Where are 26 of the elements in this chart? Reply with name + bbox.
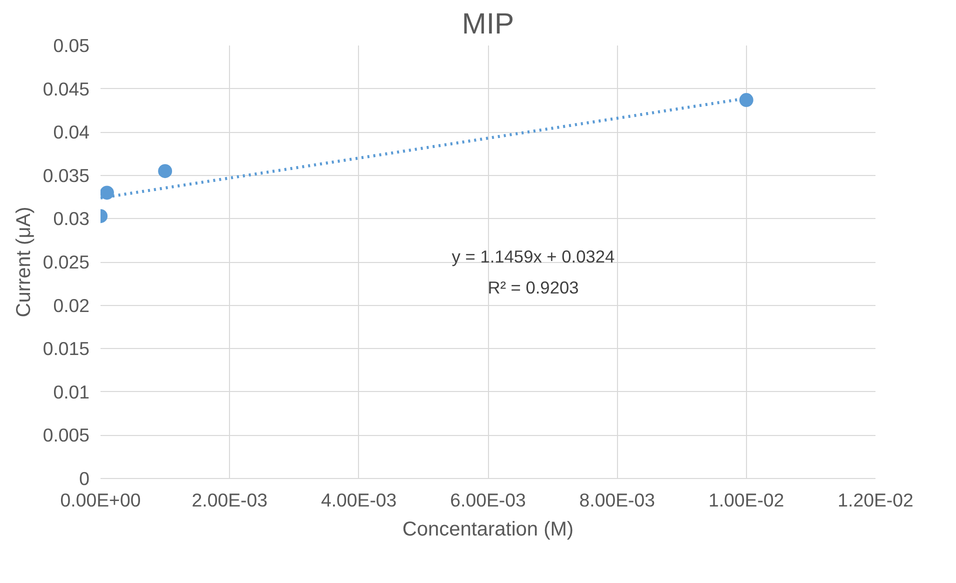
x-tick-label: 8.00E-03 <box>579 490 656 510</box>
y-tick-label: 0 <box>79 468 90 489</box>
y-tick-label: 0.05 <box>53 35 90 56</box>
y-tick-label: 0.035 <box>42 164 90 186</box>
y-tick-label: 0.01 <box>53 381 90 402</box>
y-tick-label: 0.03 <box>53 208 90 230</box>
chart-title: MIP <box>462 8 514 40</box>
x-tick-label: 1.00E-02 <box>708 490 784 510</box>
annotation: R² = 0.9203 <box>488 278 579 298</box>
y-axis-title: Current (μA) <box>12 206 35 318</box>
point <box>158 164 172 178</box>
x-axis-title: Concentaration (M) <box>402 518 574 540</box>
y-tick-label: 0.005 <box>42 424 90 446</box>
y-tick-label: 0.04 <box>53 122 90 143</box>
point <box>100 186 114 200</box>
y-tick-label: 0.025 <box>42 252 90 272</box>
x-tick-label: 1.20E-02 <box>838 490 914 510</box>
point <box>739 93 754 108</box>
y-tick-label: 0.02 <box>53 294 90 316</box>
y-tick-label: 0.015 <box>42 338 90 360</box>
x-tick-label: 4.00E-03 <box>320 490 397 510</box>
x-tick-label: 2.00E-03 <box>192 490 268 510</box>
y-tick-label: 0.045 <box>42 78 90 100</box>
x-tick-label: 6.00E-03 <box>450 490 526 510</box>
annotation: y = 1.1459x + 0.0324 <box>452 246 615 266</box>
x-tick-label: 0.00E+00 <box>60 490 141 510</box>
